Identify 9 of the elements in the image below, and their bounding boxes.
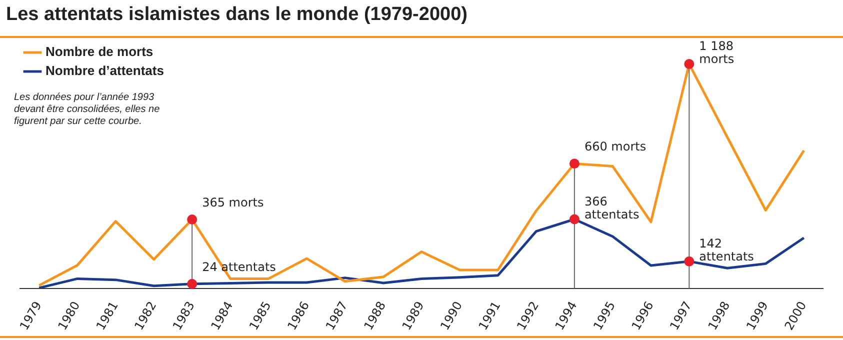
chart-title: Les attentats islamistes dans le monde (1979-2000) [6,4,468,26]
annotation: Les données pour l’année 1993 devant être consolidées, elles ne figurent par sur cette courbe. [14,92,161,128]
legend-label: Nombre d’attentats [46,63,164,78]
annotation: 660 morts [584,140,646,154]
annotation: 365 morts [202,195,264,210]
legend-label: Nombre de morts [46,44,154,60]
annotation: 366 attentats [584,194,640,222]
annotation: 1 188 morts [699,39,734,66]
annotation: 142 attentats [699,236,754,264]
